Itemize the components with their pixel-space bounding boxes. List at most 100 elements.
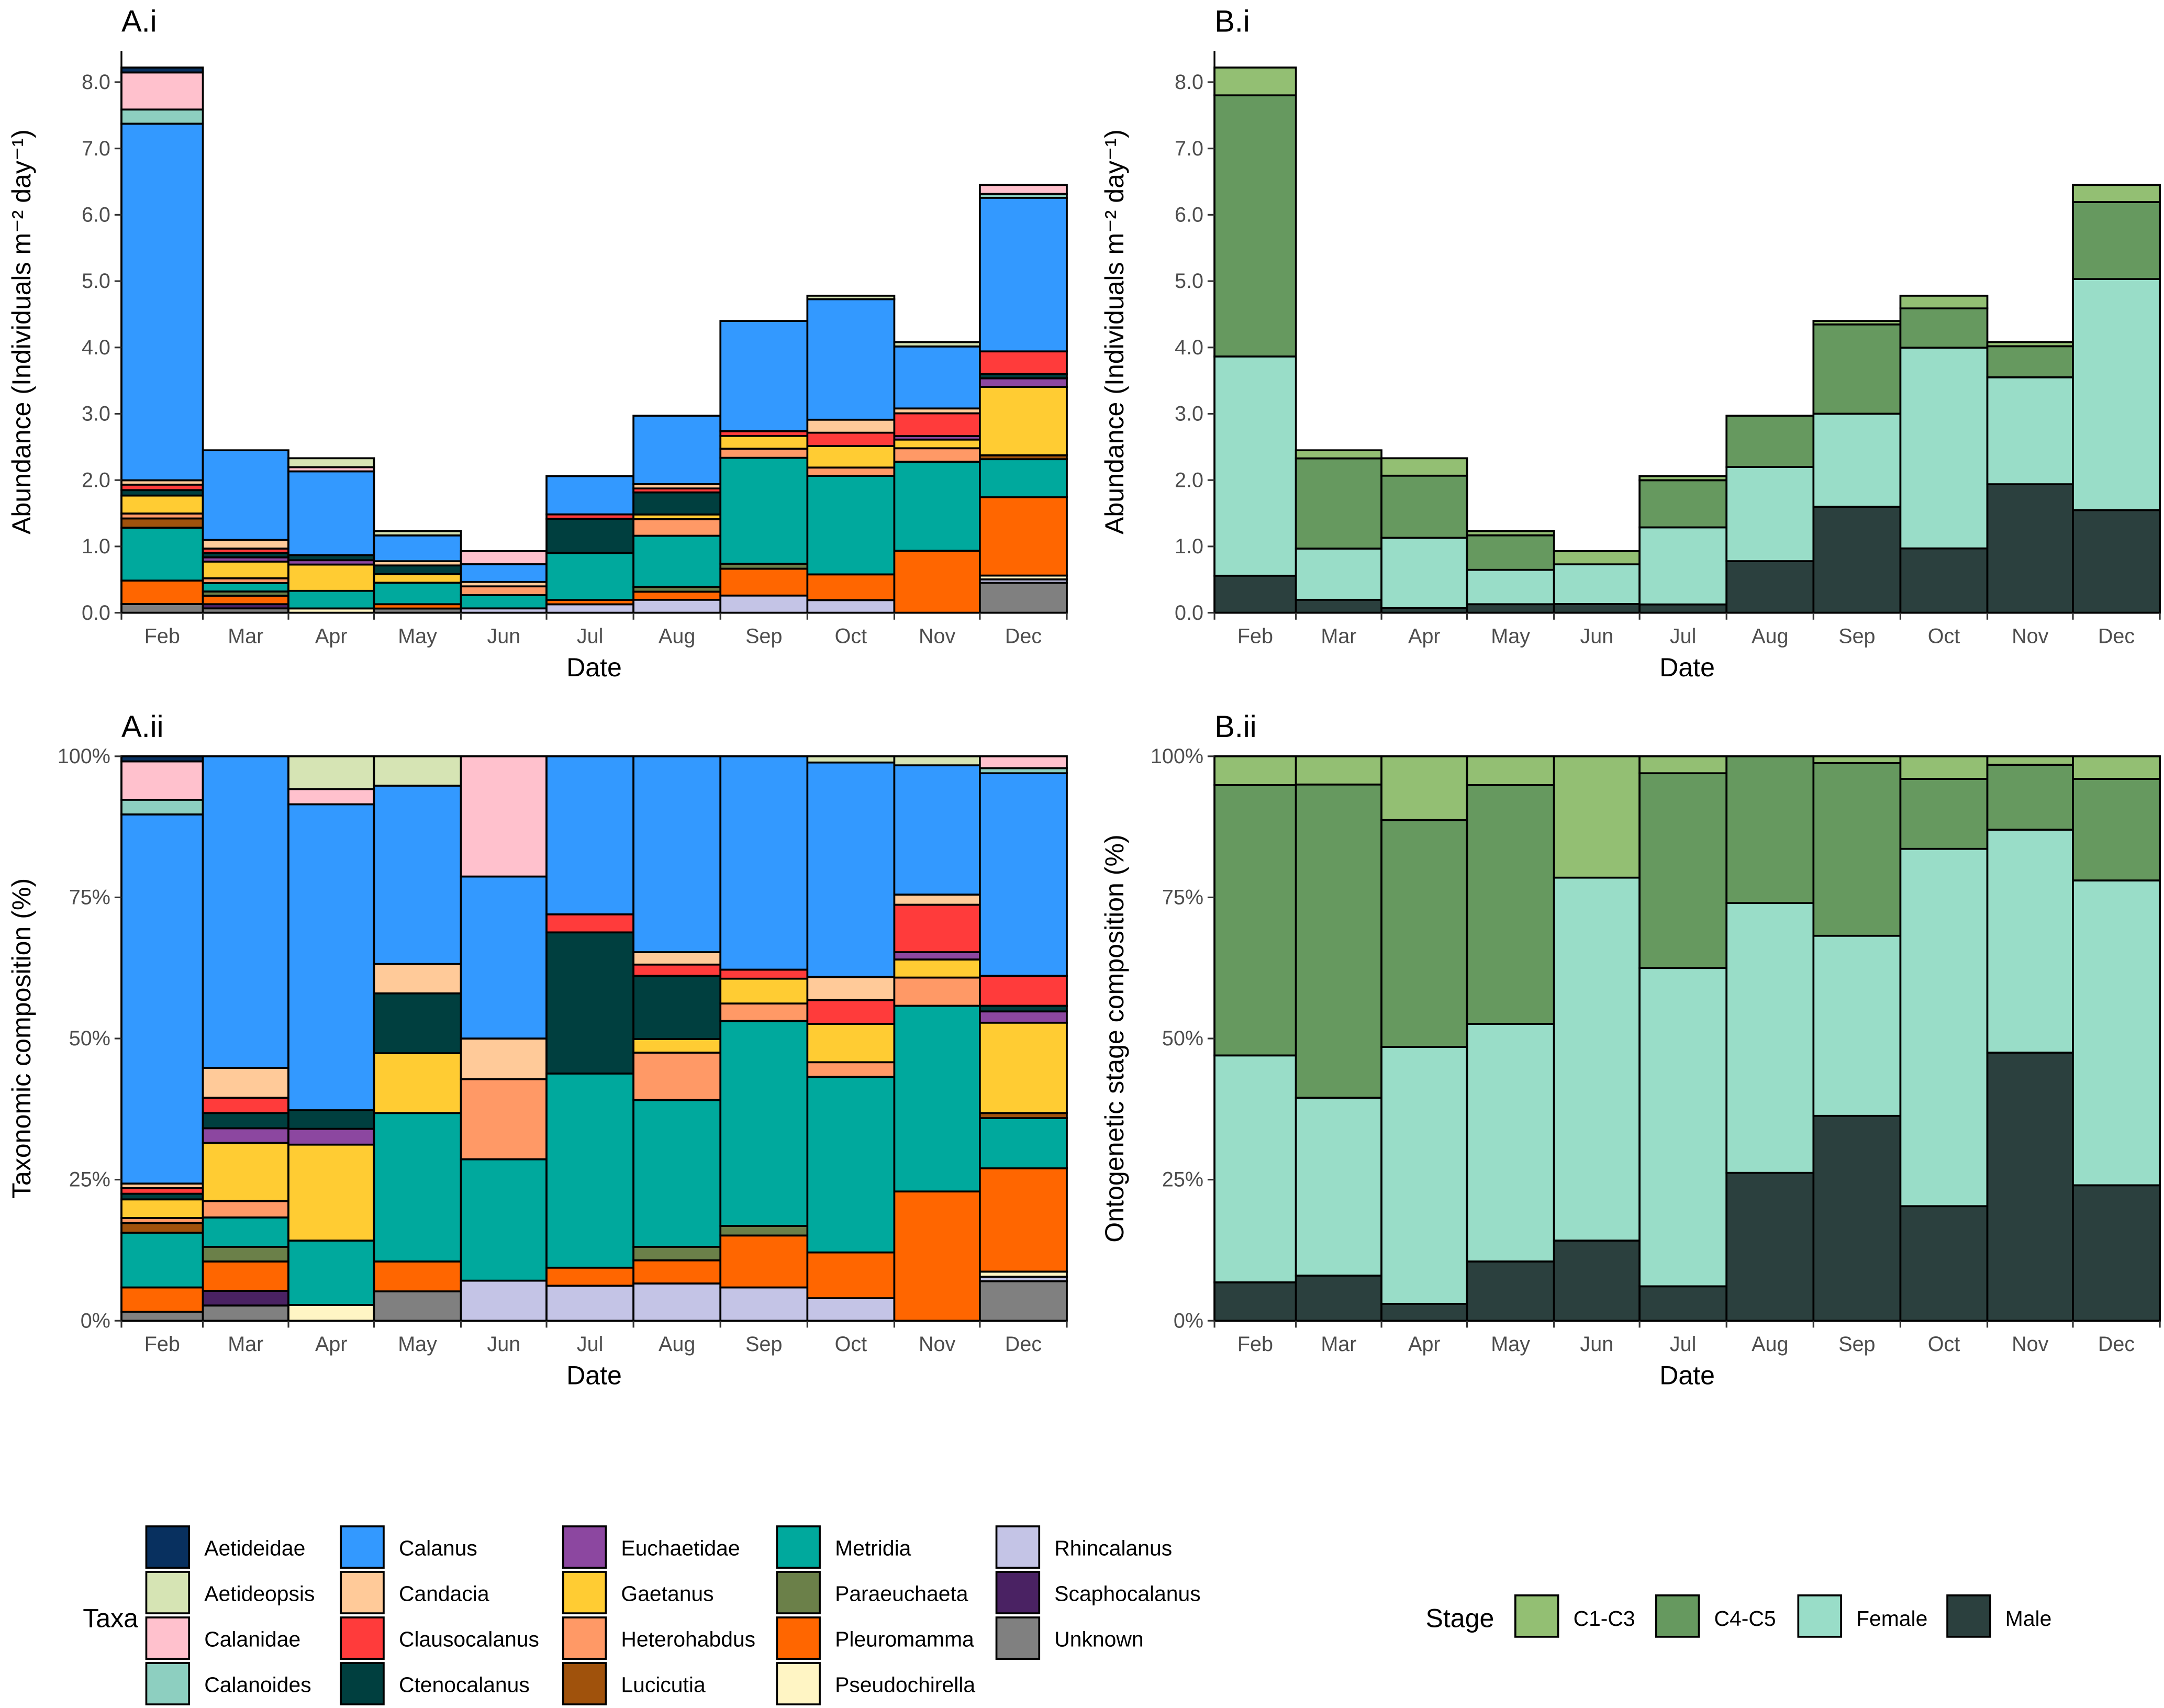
bar-segment-ctenocalanus-mar	[202, 1112, 289, 1130]
bar-segment-aetideopsis-apr	[287, 457, 375, 468]
bar-segment-candacia-mar	[202, 1067, 289, 1099]
legend-key	[1655, 1594, 1700, 1638]
bar-segment-metridia-oct	[806, 1076, 896, 1254]
bar-segment-metridia-jul	[545, 1073, 634, 1269]
x-tick-label: Aug	[659, 625, 695, 648]
bar-segment-clausocalanus-mar	[202, 1097, 289, 1114]
bar-segment-male-sep	[1812, 506, 1902, 614]
bar-segment-male-nov	[1986, 1052, 2074, 1322]
bar-segment-c4-c5-aug	[1725, 755, 1815, 905]
x-tick-label: Oct	[835, 1333, 867, 1356]
bar-segment-metridia-feb	[120, 527, 204, 582]
legend-key	[995, 1525, 1041, 1569]
bar-segment-c1-c3-may	[1466, 530, 1555, 537]
y-tick-label: 75%	[69, 886, 110, 909]
bar-segment-pleuromamma-mar	[202, 1260, 289, 1292]
y-axis-title: Abundance (Individuals m⁻² day⁻¹)	[7, 129, 36, 534]
y-tick-label: 0%	[81, 1309, 110, 1332]
legend-key	[562, 1616, 607, 1660]
bar-segment-female-aug	[1725, 466, 1815, 562]
bar-segment-metridia-nov	[893, 461, 981, 552]
bar-segment-metridia-feb	[120, 1232, 204, 1289]
bar-segment-euchaetidae-dec	[979, 377, 1068, 388]
x-tick-label: Dec	[2098, 625, 2135, 648]
x-tick-label: Jun	[1580, 625, 1614, 648]
x-tick-label: Mar	[1321, 625, 1356, 648]
y-tick-label: 0.0	[1175, 601, 1203, 624]
bar-segment-clausocalanus-oct	[806, 999, 896, 1025]
legend-key	[145, 1525, 191, 1569]
x-tick-label: Apr	[1408, 625, 1441, 648]
bar-segment-female-mar	[1295, 548, 1382, 601]
legend-item-candacia: Candacia	[340, 1571, 489, 1614]
x-tick-label: Jul	[577, 625, 604, 648]
bar-segment-aetideidae-feb	[120, 66, 204, 74]
legend-key	[340, 1571, 385, 1614]
bar-segment-calanus-mar	[202, 449, 289, 541]
bar-segment-male-jun	[1553, 1240, 1641, 1322]
legend-key	[340, 1662, 385, 1705]
bar-segment-metridia-aug	[632, 1099, 722, 1248]
legend-label: C4-C5	[1714, 1606, 1776, 1631]
x-tick-label: Sep	[745, 625, 782, 648]
bar-segment-c1-c3-dec	[2072, 184, 2161, 203]
bar-segment-c1-c3-mar	[1295, 755, 1382, 786]
bar-segment-clausocalanus-aug	[632, 963, 722, 977]
bar-segment-candacia-mar	[202, 539, 289, 550]
bar-segment-female-mar	[1295, 1097, 1382, 1277]
bar-segment-male-sep	[1812, 1114, 1902, 1322]
legend-item-aetideidae: Aetideidae	[145, 1525, 305, 1569]
x-tick-label: Dec	[1005, 1333, 1042, 1356]
x-tick-label: Jun	[1580, 1333, 1614, 1356]
bar-segment-male-oct	[1899, 1205, 1989, 1322]
bar-segment-metridia-apr	[287, 589, 375, 610]
y-tick-label: 50%	[69, 1027, 110, 1050]
bar-segment-female-dec	[2072, 278, 2161, 511]
legend-item-pseudochirella: Pseudochirella	[776, 1662, 975, 1705]
bar-segment-metridia-may	[373, 582, 462, 606]
y-tick-label: 3.0	[82, 403, 110, 426]
bar-segment-metridia-sep	[719, 456, 809, 565]
bar-segment-female-jun	[1553, 876, 1641, 1242]
legend-label: Unknown	[1054, 1627, 1143, 1651]
legend-label: Candacia	[399, 1581, 489, 1605]
bar-segment-rhincalanus-sep	[719, 594, 809, 614]
bar-segment-calanus-feb	[120, 813, 204, 1185]
legend-item-male: Male	[1946, 1594, 2051, 1638]
bar-segment-male-aug	[1725, 560, 1815, 614]
legend-item-heterohabdus: Heterohabdus	[562, 1616, 755, 1660]
x-tick-label: Sep	[1838, 625, 1875, 648]
x-tick-label: Jul	[577, 1333, 604, 1356]
bar-segment-c4-c5-mar	[1295, 783, 1382, 1099]
bar-segment-female-nov	[1986, 829, 2074, 1054]
panel-title: B.ii	[1214, 710, 1257, 744]
x-tick-label: Jun	[487, 1333, 520, 1356]
legend-item-scaphocalanus: Scaphocalanus	[995, 1571, 1201, 1614]
panel-a-ii: 0% 25% 50% 75% 100% Feb Mar Apr May Jun Jul Aug Sep O…	[7, 710, 1068, 1390]
x-tick-label: May	[1491, 625, 1530, 648]
bar-segment-metridia-sep	[719, 1020, 809, 1227]
bar-segment-calanus-sep	[719, 755, 809, 971]
legend-key	[995, 1571, 1041, 1614]
bar-segment-pleuromamma-oct	[806, 1251, 896, 1299]
bar-segment-euchaetidae-apr	[287, 1127, 375, 1146]
legend-item-rhincalanus: Rhincalanus	[995, 1525, 1172, 1569]
y-tick-label: 1.0	[82, 535, 110, 558]
bar-segment-gaetanus-oct	[806, 445, 896, 469]
y-tick-label: 8.0	[1175, 71, 1203, 94]
bar-segment-paraeuchaeta-aug	[632, 1246, 722, 1262]
bar-segment-rhincalanus-jun	[460, 1279, 548, 1322]
y-tick-label: 5.0	[1175, 270, 1203, 293]
x-tick-label: Feb	[144, 1333, 180, 1356]
bar-segment-c4-c5-nov	[1986, 764, 2074, 831]
bar-segment-unknown-feb	[120, 1311, 204, 1322]
legend-label: Rhincalanus	[1054, 1536, 1172, 1560]
legend-label: Female	[1856, 1606, 1927, 1631]
bar-segment-female-apr	[1380, 537, 1468, 609]
panel-title: A.i	[121, 5, 157, 39]
bar-segment-metridia-apr	[287, 1240, 375, 1306]
y-tick-label: 3.0	[1175, 403, 1203, 426]
bar-segment-c4-c5-apr	[1380, 819, 1468, 1048]
bar-segment-c1-c3-jun	[1553, 550, 1641, 565]
bar-segment-candacia-nov	[893, 894, 981, 906]
